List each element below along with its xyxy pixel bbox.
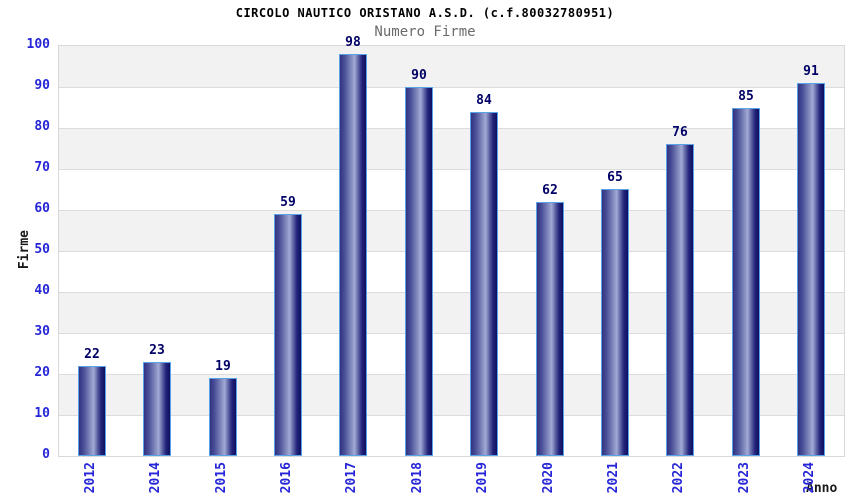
bar [78, 366, 106, 456]
grid-line [59, 332, 844, 334]
x-tick-label: 2012 [83, 462, 98, 494]
bar [274, 214, 302, 456]
bar [601, 189, 629, 456]
bar [143, 362, 171, 456]
x-tick-label: 2015 [214, 462, 229, 494]
x-tick-label: 2016 [279, 462, 294, 494]
bar [470, 112, 498, 456]
bar [732, 108, 760, 456]
grid-line [59, 127, 844, 129]
x-tick-label: 2024 [802, 462, 817, 494]
chart-subtitle: Numero Firme [374, 24, 476, 40]
x-tick-label: 2014 [148, 462, 163, 494]
bar-value-label: 22 [84, 347, 100, 362]
x-tick-label: 2022 [671, 462, 686, 494]
y-tick-label: 100 [26, 37, 50, 52]
bar [536, 202, 564, 456]
bar-value-label: 65 [607, 170, 623, 185]
y-tick-label: 30 [34, 324, 50, 339]
grid-line [59, 373, 844, 375]
bar-value-label: 62 [542, 183, 558, 198]
y-tick-label: 90 [34, 78, 50, 93]
bar-value-label: 91 [803, 64, 819, 79]
x-tick-label: 2017 [344, 462, 359, 494]
x-tick-label: 2018 [410, 462, 425, 494]
y-tick-label: 70 [34, 160, 50, 175]
x-axis-title: Anno [806, 481, 838, 496]
plot-area: 22 23 19 59 98 90 84 62 65 76 85 91 [58, 35, 845, 457]
bar [209, 378, 237, 456]
y-tick-label: 20 [34, 365, 50, 380]
bar-value-label: 85 [738, 89, 754, 104]
x-tick-label: 2019 [475, 462, 490, 494]
bar [405, 87, 433, 456]
bar [797, 83, 825, 456]
bar-value-label: 23 [149, 343, 165, 358]
y-tick-label: 50 [34, 242, 50, 257]
grid-line [59, 250, 844, 252]
bar-value-label: 19 [215, 359, 231, 374]
x-tick-label: 2021 [606, 462, 621, 494]
grid-line [59, 414, 844, 416]
grid-line [59, 209, 844, 211]
y-tick-label: 60 [34, 201, 50, 216]
bar-value-label: 76 [672, 125, 688, 140]
bar [339, 54, 367, 456]
bar-value-label: 90 [411, 68, 427, 83]
x-tick-label: 2020 [541, 462, 556, 494]
y-tick-label: 40 [34, 283, 50, 298]
bar [666, 144, 694, 456]
bar-value-label: 98 [345, 35, 361, 50]
x-tick-label: 2023 [737, 462, 752, 494]
bar-value-label: 84 [476, 93, 492, 108]
grid-line [59, 168, 844, 170]
y-tick-label: 80 [34, 119, 50, 134]
grid-line [59, 291, 844, 293]
y-tick-label: 0 [42, 447, 50, 462]
y-tick-label: 10 [34, 406, 50, 421]
grid-line [59, 86, 844, 88]
bar-value-label: 59 [280, 195, 296, 210]
chart-title: CIRCOLO NAUTICO ORISTANO A.S.D. (c.f.800… [235, 6, 615, 20]
